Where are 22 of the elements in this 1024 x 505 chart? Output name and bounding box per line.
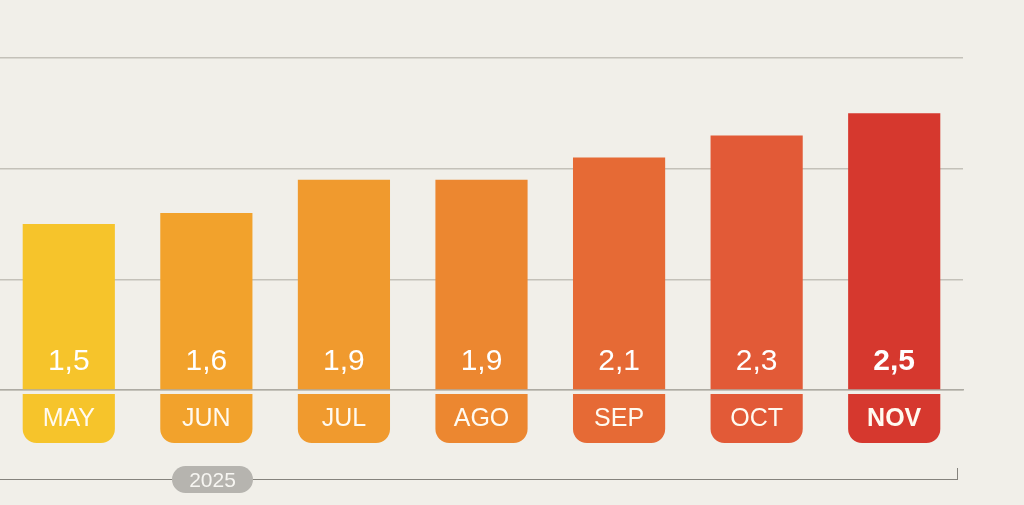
data-label: 2,1 (598, 343, 640, 377)
bar (572, 157, 666, 390)
x-tick-label: OCT (730, 402, 784, 431)
x-tick-label: NOV (867, 402, 922, 431)
x-tick-label: JUL (321, 402, 367, 431)
data-label: 1,6 (185, 343, 228, 377)
data-label: 1,5 (47, 343, 90, 377)
bar (297, 179, 391, 390)
x-tick-label: MAY (42, 402, 96, 431)
data-label: 2,5 (873, 343, 916, 377)
bar (160, 212, 253, 390)
bar (710, 135, 803, 390)
x-tick-label: AGO (453, 402, 510, 431)
x-tick-label: SEP (594, 402, 645, 431)
data-label: 1,9 (460, 343, 503, 377)
data-label: 2,3 (735, 343, 778, 377)
bar (22, 224, 115, 390)
bar (435, 179, 528, 390)
text: 2025 (172, 466, 253, 493)
bar (848, 113, 941, 390)
data-label: 1,9 (323, 343, 365, 377)
x-tick-label: JUN (182, 402, 231, 431)
